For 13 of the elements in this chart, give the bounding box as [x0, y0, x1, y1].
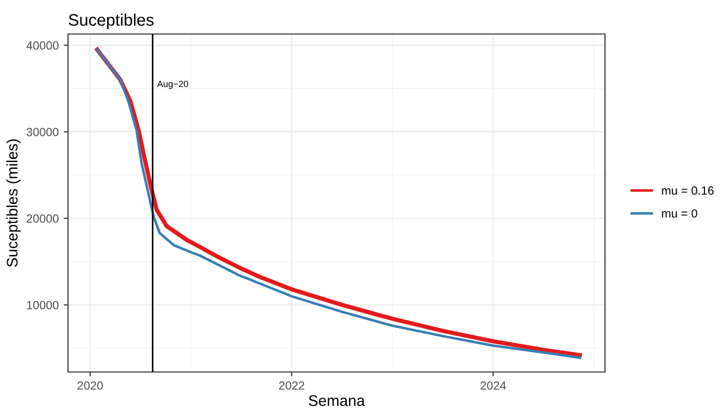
x-tick-label: 2024: [480, 381, 506, 390]
legend-label: mu = 0: [662, 209, 698, 218]
chart-title: Suceptibles: [68, 14, 154, 30]
y-tick-label: 30000: [26, 128, 59, 136]
legend-label: mu = 0.16: [662, 186, 714, 195]
x-tick-label: 2020: [78, 381, 103, 390]
x-tick-label: 2022: [279, 381, 304, 390]
y-tick-label: 10000: [27, 300, 59, 310]
y-tick-label: 20000: [26, 214, 59, 223]
y-tick-label: 40000: [26, 41, 59, 50]
y-axis-title: Suceptibles (miles): [6, 139, 21, 267]
ref-line-label: Aug−20: [157, 80, 188, 89]
x-axis-title: Semana: [308, 395, 365, 406]
